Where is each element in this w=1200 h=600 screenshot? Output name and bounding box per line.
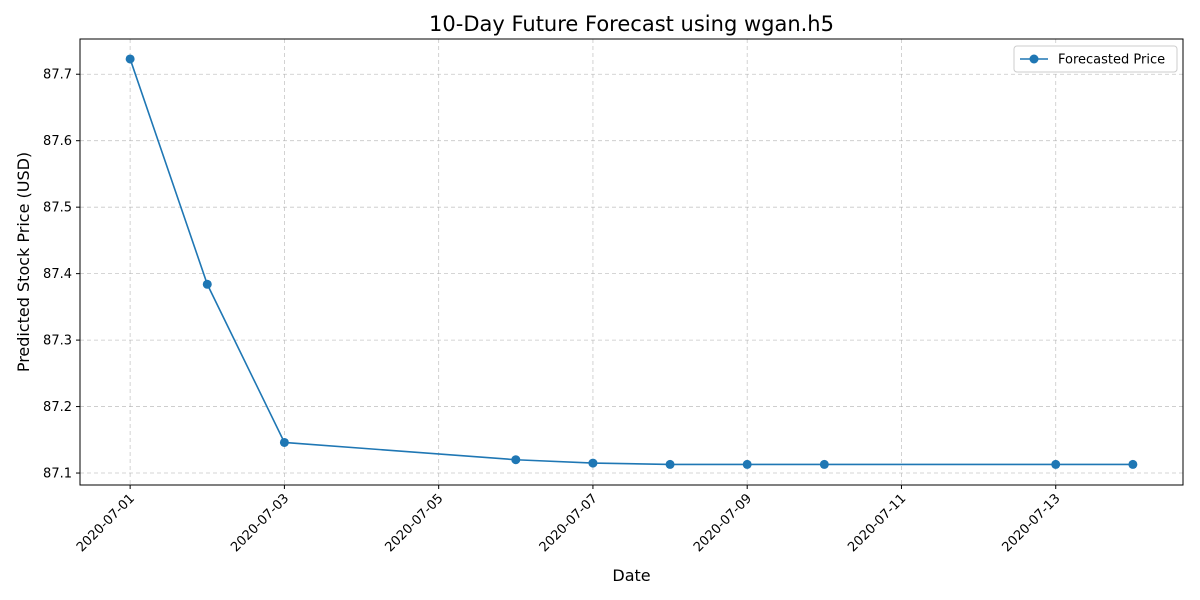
legend-marker-swatch	[1029, 54, 1039, 64]
y-tick-label: 87.4	[43, 267, 72, 282]
chart-title: 10-Day Future Forecast using wgan.h5	[429, 12, 834, 36]
legend: Forecasted Price	[1013, 45, 1178, 73]
x-axis-label: Date	[612, 566, 650, 585]
y-tick-label: 87.5	[43, 201, 72, 216]
plot-frame	[79, 38, 1184, 486]
data-point	[279, 437, 289, 447]
data-point	[1051, 459, 1061, 469]
data-point	[1128, 459, 1138, 469]
data-point	[588, 458, 598, 468]
y-tick-label: 87.2	[43, 400, 72, 415]
grid	[80, 39, 1183, 485]
legend-entry-forecasted-price: Forecasted Price	[1058, 53, 1165, 68]
y-tick-label: 87.1	[43, 467, 72, 482]
data-point	[819, 459, 829, 469]
data-point	[202, 279, 212, 289]
data-point	[511, 455, 521, 465]
y-tick-label: 87.7	[43, 68, 72, 83]
data-point	[665, 459, 675, 469]
data-point	[742, 459, 752, 469]
series	[125, 54, 1138, 469]
y-tick-label: 87.6	[43, 134, 72, 149]
y-axis-label: Predicted Stock Price (USD)	[14, 152, 33, 372]
series-line-forecasted-price	[129, 58, 1133, 466]
legend-box	[1013, 45, 1178, 73]
data-point	[125, 54, 135, 64]
y-tick-label: 87.3	[43, 334, 72, 349]
